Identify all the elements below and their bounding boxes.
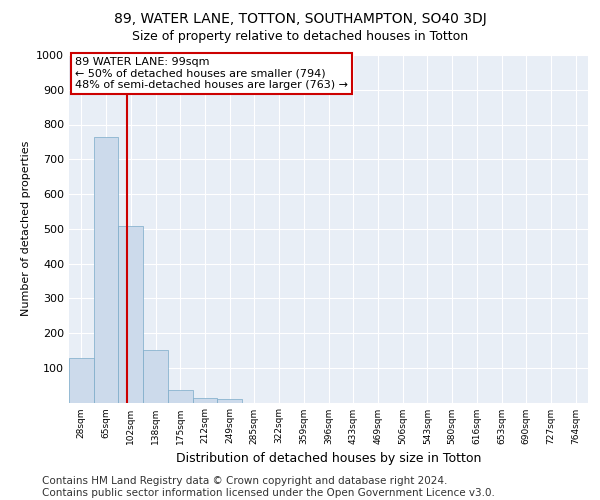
X-axis label: Distribution of detached houses by size in Totton: Distribution of detached houses by size … [176, 452, 481, 465]
Bar [94, 136, 118, 402]
Text: 89 WATER LANE: 99sqm
← 50% of detached houses are smaller (794)
48% of semi-deta: 89 WATER LANE: 99sqm ← 50% of detached h… [75, 56, 348, 90]
Bar [118, 226, 143, 402]
Bar [193, 398, 217, 402]
Bar [143, 350, 168, 403]
Text: Size of property relative to detached houses in Totton: Size of property relative to detached ho… [132, 30, 468, 43]
Y-axis label: Number of detached properties: Number of detached properties [20, 141, 31, 316]
Text: 89, WATER LANE, TOTTON, SOUTHAMPTON, SO40 3DJ: 89, WATER LANE, TOTTON, SOUTHAMPTON, SO4… [113, 12, 487, 26]
Bar [69, 358, 94, 403]
Text: Contains HM Land Registry data © Crown copyright and database right 2024.
Contai: Contains HM Land Registry data © Crown c… [42, 476, 495, 498]
Bar [217, 400, 242, 402]
Bar [168, 390, 193, 402]
